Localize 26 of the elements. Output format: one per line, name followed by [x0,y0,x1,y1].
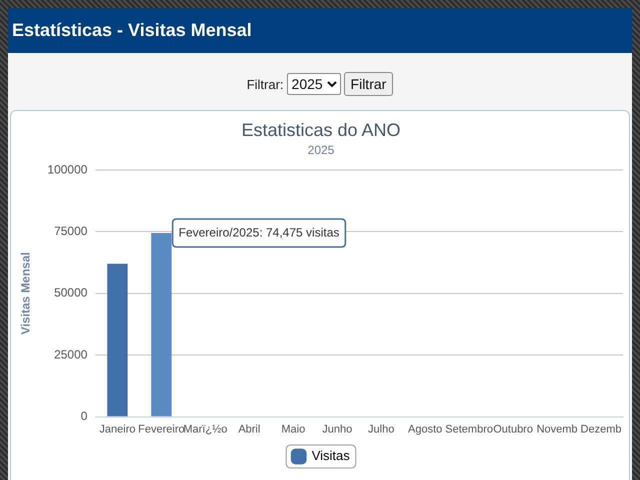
legend-label: Visitas [312,448,350,464]
x-tick-label: Outubro [493,423,533,436]
chart-subtitle: 2025 [308,143,335,158]
x-tick-label: Marï¿½o [183,423,228,436]
annotation: Fevereiro/2025: 74,475 visitas [178,225,340,240]
y-tick-label: 100000 [47,162,88,176]
filter-button: Filtrar [344,72,394,96]
x-tick-label: Abril [238,423,260,436]
x-tick-label: Dezemb [580,423,622,436]
text: Estatísticas - Visitas Mensal [12,19,252,42]
x-tick-label: Agosto [408,423,442,436]
y-tick-label: 0 [80,409,88,424]
x-tick-label: Julho [368,423,394,436]
y-axis-title: Visitas Mensal [18,252,33,335]
year-select: 2025 [286,73,341,95]
x-tick-label: Fevereiro [138,423,185,436]
y-tick-label: 50000 [54,286,88,300]
x-tick-label: Junho [322,423,352,436]
y-tick-label: 75000 [54,224,88,238]
y-tick-label: 25000 [54,347,88,362]
x-tick-label: Maio [281,423,306,436]
x-tick-label: Janeiro [99,423,136,436]
x-tick-label: Novemb [536,423,578,436]
chart-title: Estatisticas do ANO [241,120,401,140]
text: Filtrar: [246,76,284,92]
x-tick-label: Setembro [445,423,493,436]
